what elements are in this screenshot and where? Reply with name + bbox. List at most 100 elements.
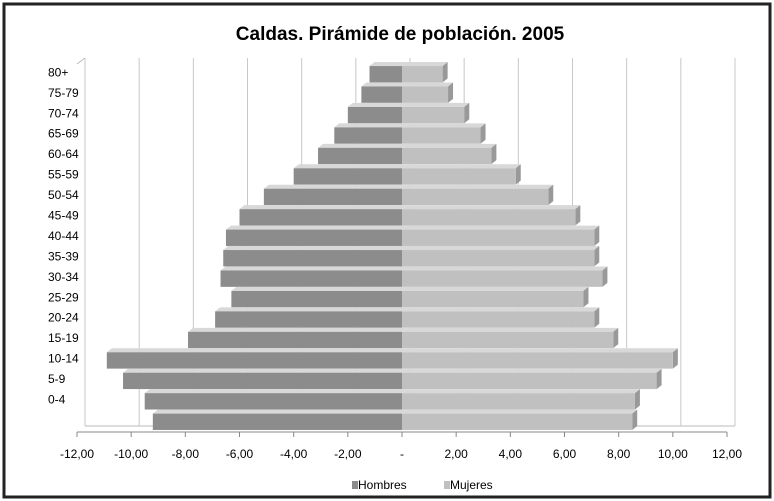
bar-side xyxy=(613,327,619,349)
x-tick-label: 6,00 xyxy=(553,447,577,461)
bar-top xyxy=(402,348,678,353)
x-tick-label: -10,00 xyxy=(114,447,148,461)
bar-top xyxy=(402,307,600,312)
bar-top xyxy=(402,205,581,210)
bar-top xyxy=(402,286,589,291)
bar xyxy=(369,66,402,83)
bar xyxy=(402,188,549,206)
y-tick-label: 0-4 xyxy=(48,393,66,407)
y-tick-label: 20-24 xyxy=(48,311,79,325)
bar xyxy=(402,270,603,287)
bar xyxy=(402,147,492,165)
bar-top xyxy=(402,164,521,169)
bar-top xyxy=(106,348,408,353)
bar-top xyxy=(215,307,407,312)
bar-side xyxy=(480,123,486,144)
y-tick-label: 55-59 xyxy=(48,168,79,182)
bar-top xyxy=(402,266,608,271)
x-tick-label: 8,00 xyxy=(607,447,631,461)
bar-top xyxy=(144,389,408,394)
bar-side xyxy=(583,286,589,308)
x-tick-label: -6,00 xyxy=(226,447,254,461)
bar-top xyxy=(402,368,662,373)
bar-side xyxy=(515,164,521,185)
bar-side xyxy=(491,143,497,165)
bar xyxy=(402,413,633,430)
bar xyxy=(361,86,402,103)
bar xyxy=(220,270,402,287)
bar xyxy=(188,331,402,349)
bar-top xyxy=(220,266,407,271)
bar xyxy=(239,209,402,226)
bar-top xyxy=(402,409,638,414)
bar-top xyxy=(188,327,407,332)
bar xyxy=(152,413,402,430)
legend-swatch xyxy=(352,481,358,489)
y-tick-label: 35-39 xyxy=(48,249,79,263)
bar-top xyxy=(347,102,407,107)
bar-top xyxy=(361,82,407,87)
bar xyxy=(402,86,449,103)
legend-label: Hombres xyxy=(358,478,407,492)
bar xyxy=(402,168,516,185)
chart-title: Caldas. Pirámide de población. 2005 xyxy=(236,24,565,45)
y-tick-label: 70-74 xyxy=(48,106,79,120)
bar-side xyxy=(594,225,600,246)
bar xyxy=(402,127,481,144)
bar-top xyxy=(225,225,407,230)
bar xyxy=(215,311,402,328)
x-tick-label: 10,00 xyxy=(658,447,688,461)
bar-top xyxy=(402,82,454,87)
bar xyxy=(402,250,595,267)
legend-label: Mujeres xyxy=(450,478,493,492)
y-tick-label: 60-64 xyxy=(48,147,79,161)
x-tick-label: 2,00 xyxy=(444,447,468,461)
y-tick-label: 30-34 xyxy=(48,270,79,284)
x-tick-label: 4,00 xyxy=(499,447,523,461)
y-tick-label: 65-69 xyxy=(48,127,79,141)
bar-side xyxy=(594,246,600,267)
bar-top xyxy=(402,184,554,189)
bar-top xyxy=(369,62,407,67)
bar xyxy=(144,393,403,410)
bar xyxy=(123,372,403,390)
x-tick-label: -8,00 xyxy=(172,447,200,461)
bar xyxy=(402,209,576,226)
x-tick-label: -4,00 xyxy=(280,447,308,461)
y-tick-label: 10-14 xyxy=(48,352,79,366)
bar xyxy=(402,66,443,83)
bar-side xyxy=(442,62,448,83)
bar-top xyxy=(223,246,407,251)
y-tick-label: 75-79 xyxy=(48,86,79,100)
bar-top xyxy=(239,205,407,210)
bar xyxy=(402,290,584,308)
bar xyxy=(293,168,402,185)
bar xyxy=(263,188,402,206)
bar-top xyxy=(263,184,407,189)
bar-top xyxy=(402,389,640,394)
bar xyxy=(402,106,465,124)
bar xyxy=(402,229,595,246)
bar xyxy=(402,393,635,410)
y-tick-label: 45-49 xyxy=(48,209,79,223)
bar xyxy=(318,147,402,165)
bar-side xyxy=(634,389,640,410)
bar-top xyxy=(334,123,407,128)
bar-top xyxy=(293,164,407,169)
y-tick-label: 25-29 xyxy=(48,290,79,304)
x-tick-label: 12,00 xyxy=(712,447,742,461)
bar xyxy=(225,229,402,246)
x-tick-label: -2,00 xyxy=(334,447,362,461)
bar-side xyxy=(448,82,454,103)
legend-swatch xyxy=(444,481,450,489)
bar-top xyxy=(402,102,470,107)
bar-side xyxy=(575,205,581,226)
y-tick-label: 15-19 xyxy=(48,331,79,345)
bar xyxy=(106,352,403,369)
bar-top xyxy=(402,123,486,128)
y-tick-label: 80+ xyxy=(48,65,68,79)
x-tick-label: -12,00 xyxy=(60,447,94,461)
y-tick-label: 50-54 xyxy=(48,188,79,202)
bar-side xyxy=(632,409,638,430)
